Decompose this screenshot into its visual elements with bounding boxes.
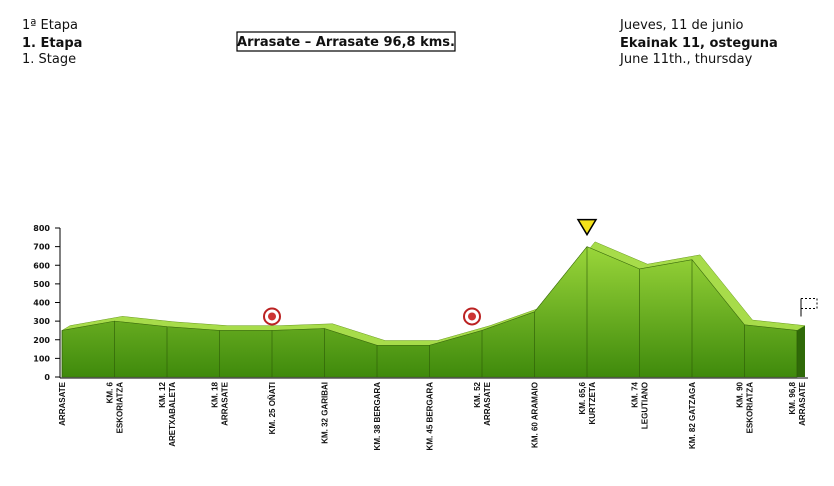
y-tick-label: 100 bbox=[33, 354, 50, 363]
x-tick-label: ARETXABALETA bbox=[168, 382, 177, 447]
y-tick-label: 200 bbox=[33, 336, 50, 345]
sprint-icon bbox=[268, 312, 276, 321]
x-tick-label: KM. 18 bbox=[211, 381, 220, 407]
x-tick-label: KM. 96,8 bbox=[788, 381, 797, 414]
date: Ekainak 11, osteguna bbox=[620, 36, 778, 51]
x-tick-label: ARRASATE bbox=[221, 381, 230, 426]
area bbox=[61, 246, 798, 378]
chart-title: Arrasate – Arrasate 96,8 kms. bbox=[237, 35, 455, 50]
x-tick-label: KM. 65,6 bbox=[578, 381, 587, 414]
y-tick-label: 800 bbox=[33, 224, 50, 233]
x-tick-label: ARRASATE bbox=[58, 381, 67, 426]
x-tick-label: KM. 90 bbox=[736, 381, 745, 407]
x-tick-label: KM. 25 OÑATI bbox=[268, 382, 277, 434]
x-tick-label: KM. 6 bbox=[106, 381, 115, 403]
sprint-icon bbox=[468, 312, 476, 321]
y-tick-label: 600 bbox=[33, 261, 50, 270]
stage-label: 1. Etapa bbox=[22, 36, 82, 51]
x-tick-label: KM. 45 BERGARA bbox=[426, 382, 435, 451]
x-tick-label: ARRASATE bbox=[798, 381, 807, 426]
x-tick-label: KM. 82 GATZAGA bbox=[688, 382, 697, 449]
x-tick-label: KM. 52 bbox=[473, 381, 482, 407]
y-tick-label: 500 bbox=[33, 280, 50, 289]
x-tick-label: KM. 12 bbox=[158, 381, 167, 407]
title-box bbox=[236, 31, 456, 52]
x-tick-label: KM. 74 bbox=[631, 381, 640, 407]
y-tick-label: 300 bbox=[33, 317, 50, 326]
finish-flag bbox=[800, 297, 818, 309]
mountain-icon bbox=[576, 218, 598, 237]
x-tick-label: KURTZETA bbox=[588, 382, 597, 425]
x-tick-label: ARRASATE bbox=[483, 381, 492, 426]
y-tick-label: 700 bbox=[33, 243, 50, 252]
stage-label: 1. Stage bbox=[22, 52, 76, 67]
y-tick-label: 400 bbox=[33, 299, 50, 308]
x-tick-label: LEGUTIANO bbox=[641, 382, 650, 429]
y-tick-label: 0 bbox=[44, 373, 50, 382]
x-tick-label: KM. 38 BERGARA bbox=[373, 382, 382, 451]
x-tick-label: ESKORIATZA bbox=[746, 382, 755, 434]
area-side bbox=[797, 325, 805, 377]
x-tick-label: ESKORIATZA bbox=[116, 382, 125, 434]
date: June 11th., thursday bbox=[619, 52, 753, 67]
x-tick-label: KM. 60 ARAMAIO bbox=[531, 382, 540, 448]
x-tick-label: KM. 32 GARIBAI bbox=[321, 382, 330, 444]
date: Jueves, 11 de junio bbox=[619, 18, 744, 33]
stage-label: 1ª Etapa bbox=[22, 18, 78, 33]
